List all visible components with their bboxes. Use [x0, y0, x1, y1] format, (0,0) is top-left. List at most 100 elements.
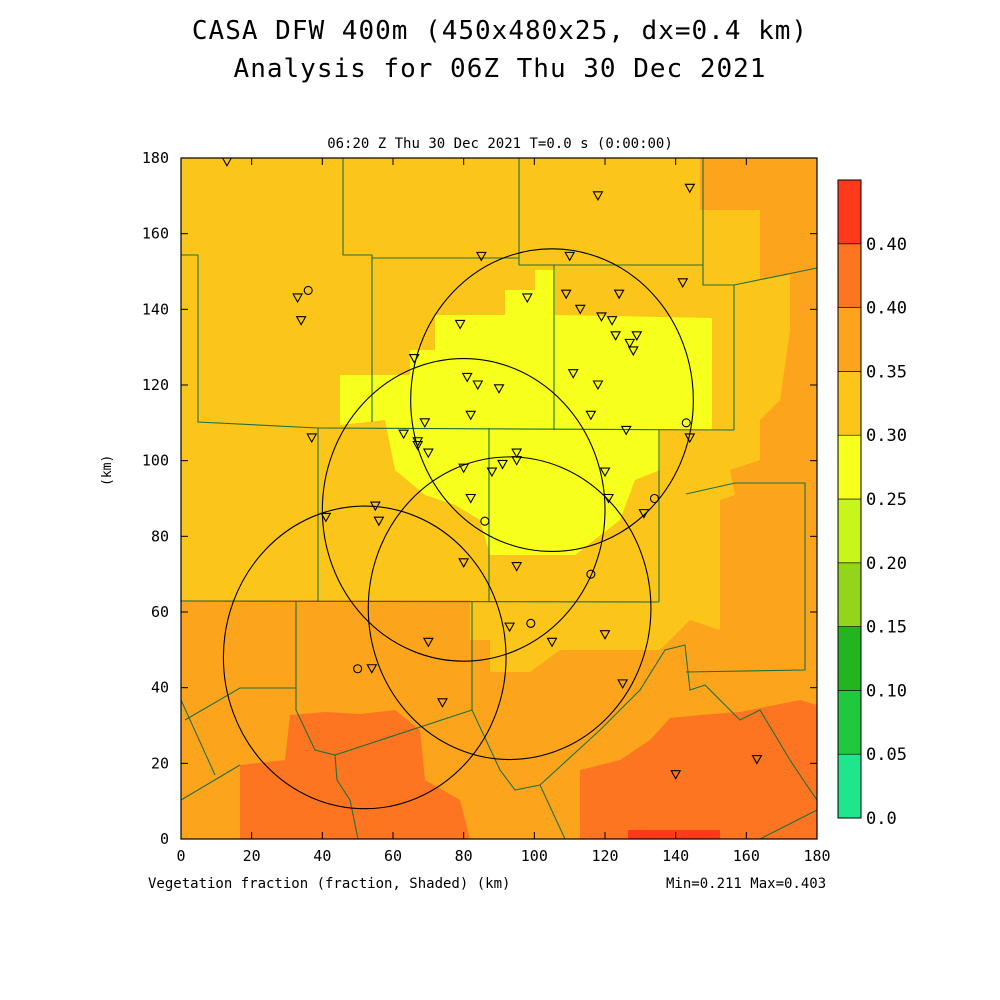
- x-tick-label: 100: [521, 847, 548, 865]
- county-line: [295, 688, 473, 756]
- field-0.30-0.35-northeast: [700, 158, 817, 280]
- x-tick-label: 60: [384, 847, 402, 865]
- colorbar-swatch: [837, 753, 862, 819]
- station-triangle-marker: [585, 410, 597, 421]
- station-triangle-marker: [670, 770, 682, 780]
- x-tick-label: 20: [243, 847, 261, 865]
- station-circle-marker: [586, 569, 596, 579]
- field-0.40-max: [628, 830, 720, 839]
- county-line: [181, 600, 660, 603]
- station-triangle-marker: [617, 679, 629, 690]
- colorbar-swatch: [837, 690, 862, 755]
- station-triangle-marker: [504, 622, 516, 633]
- station-triangle-marker: [320, 512, 332, 523]
- x-axis-unit: (km): [476, 876, 511, 892]
- station-circle-marker: [526, 618, 536, 628]
- station-triangle-marker: [751, 754, 763, 765]
- station-triangle-marker: [458, 558, 470, 568]
- colorbar-label: 0.20: [866, 554, 907, 574]
- station-triangle-marker: [638, 509, 650, 519]
- station-triangle-marker: [546, 637, 558, 648]
- station-triangle-marker: [684, 433, 696, 444]
- station-circle-marker: [649, 493, 660, 504]
- colorbar-swatch: [837, 371, 862, 436]
- station-triangle-marker: [599, 630, 611, 640]
- variable-name: Vegetation fraction (fraction, Shaded): [148, 876, 469, 892]
- station-triangle-marker: [511, 562, 523, 572]
- x-axis: 0 20 40 60 80 100 120 140 160 180: [176, 158, 831, 865]
- station-triangle-marker: [454, 319, 466, 330]
- colorbar-swatch: [837, 434, 862, 500]
- y-tick-label: 80: [151, 527, 169, 545]
- radar-ring-1: [410, 248, 694, 553]
- station-triangle-marker: [369, 501, 381, 512]
- station-triangle-marker: [631, 331, 643, 341]
- county-line: [181, 254, 319, 429]
- colorbar-label: 0.15: [866, 618, 907, 638]
- colorbar-swatch: [837, 307, 862, 372]
- x-tick-label: 180: [803, 847, 830, 865]
- radar-ring-4: [222, 505, 507, 810]
- station-triangle-marker: [419, 418, 431, 428]
- station-triangle-marker: [620, 425, 632, 436]
- station-triangle-marker: [627, 346, 639, 357]
- station-triangle-marker: [521, 293, 533, 304]
- radar-ring-2: [321, 357, 606, 662]
- station-circle-marker: [353, 664, 363, 674]
- station-circle-marker: [303, 285, 313, 295]
- station-triangle-marker: [564, 251, 576, 262]
- station-triangle-marker: [599, 467, 611, 478]
- station-triangle-marker: [603, 493, 614, 504]
- station-triangle-marker: [511, 448, 523, 459]
- colorbar-label: 0.25: [866, 490, 907, 510]
- vegetation-fraction-field: [181, 158, 817, 839]
- colorbar-label: 0.35: [866, 362, 907, 382]
- colorbar-label: 0.40: [866, 299, 907, 319]
- station-triangle-marker: [606, 316, 618, 326]
- field-0.35-0.40-southwest: [240, 710, 470, 839]
- min-max-readout: Min=0.211 Max=0.403: [666, 876, 827, 892]
- county-line: [181, 764, 241, 801]
- county-line: [471, 602, 817, 801]
- station-triangle-marker: [567, 369, 579, 379]
- field-0.20-0.25-core: [340, 270, 712, 555]
- station-triangle-marker: [437, 698, 448, 708]
- y-tick-label: 120: [142, 376, 169, 394]
- valid-time-subtitle: 06:20 Z Thu 30 Dec 2021 T=0.0 s (0:00:00…: [327, 136, 673, 152]
- y-tick-label: 180: [142, 149, 169, 167]
- x-tick-label: 80: [455, 847, 473, 865]
- y-tick-label: 160: [142, 225, 169, 243]
- county-line: [539, 784, 566, 839]
- county-line: [759, 809, 817, 839]
- station-triangle-marker: [373, 516, 385, 527]
- station-triangle-marker: [292, 293, 304, 304]
- colorbar-label: 0.40: [866, 235, 907, 255]
- station-markers: [221, 158, 763, 780]
- station-circle-marker: [480, 516, 490, 526]
- y-tick-label: 60: [151, 603, 169, 621]
- station-triangle-marker: [458, 463, 470, 474]
- station-triangle-marker: [422, 637, 434, 648]
- station-circle-marker: [681, 418, 691, 428]
- map-title: CASA DFW 400m (450x480x25, dx=0.4 km): [191, 16, 809, 46]
- station-triangle-marker: [398, 429, 410, 440]
- station-triangle-marker: [422, 448, 434, 459]
- colorbar-label: 0.10: [866, 681, 907, 701]
- station-triangle-marker: [574, 304, 586, 315]
- x-tick-label: 160: [733, 847, 760, 865]
- station-triangle-marker: [624, 338, 636, 349]
- x-tick-label: 120: [591, 847, 618, 865]
- station-triangle-marker: [677, 278, 689, 288]
- colorbar-swatch: [837, 243, 862, 308]
- county-line: [181, 699, 216, 776]
- station-triangle-marker: [596, 312, 607, 323]
- analysis-time-title: Analysis for 06Z Thu 30 Dec 2021: [233, 54, 767, 84]
- colorbar-swatch: [837, 179, 862, 245]
- station-triangle-marker: [295, 316, 307, 326]
- county-line: [342, 158, 520, 259]
- station-triangle-marker: [472, 380, 484, 391]
- y-tick-label: 40: [151, 679, 169, 697]
- x-tick-label: 0: [176, 847, 185, 865]
- county-line: [733, 267, 817, 286]
- station-triangle-marker: [560, 289, 572, 300]
